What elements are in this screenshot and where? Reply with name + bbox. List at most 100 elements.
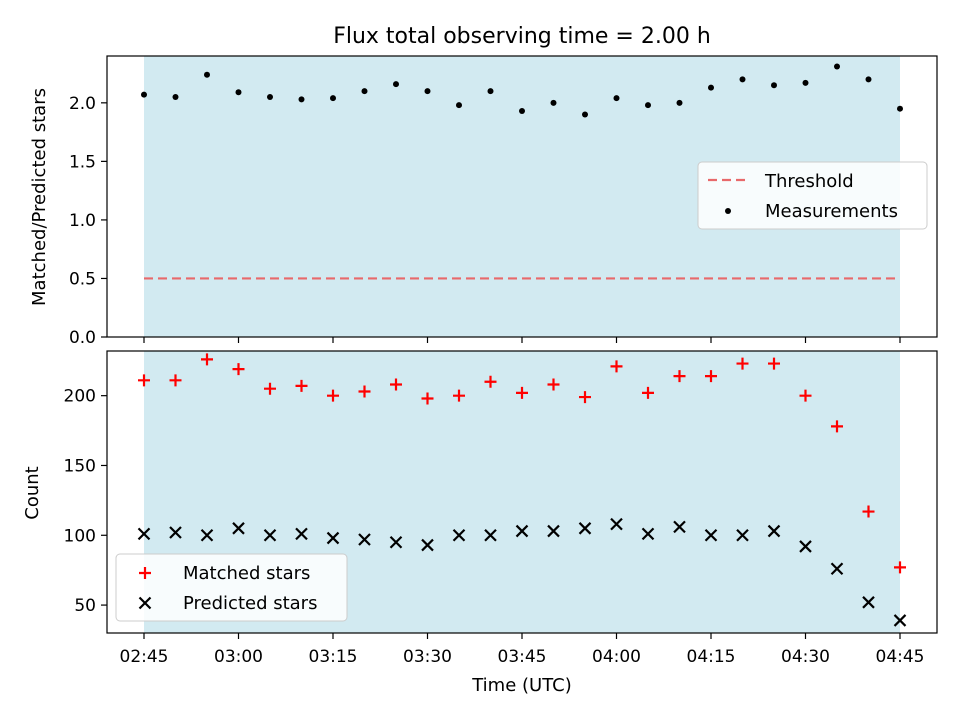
bottom-y-axis: 50 100 150 200 bbox=[64, 387, 107, 616]
bottom-y-tick-label: 100 bbox=[64, 526, 96, 546]
matched-star-point bbox=[232, 363, 245, 376]
x-tick-label: 03:30 bbox=[403, 647, 452, 667]
predicted-star-point bbox=[641, 527, 655, 541]
measurement-point bbox=[519, 108, 525, 115]
top-y-tick-label: 1.5 bbox=[69, 152, 96, 172]
matched-star-point bbox=[453, 389, 465, 402]
matched-star-point bbox=[579, 391, 591, 404]
matched-star-point bbox=[610, 360, 623, 373]
legend-predicted-label: Predicted stars bbox=[183, 593, 317, 614]
matched-star-point bbox=[358, 385, 371, 398]
x-tick-label: 03:45 bbox=[498, 647, 547, 667]
measurement-point bbox=[487, 88, 494, 95]
bottom-y-tick-label: 50 bbox=[74, 596, 96, 616]
measurement-point bbox=[771, 82, 777, 89]
matched-star-point bbox=[264, 382, 276, 395]
predicted-star-point bbox=[799, 540, 812, 553]
top-y-tick-label: 0.0 bbox=[69, 328, 96, 348]
matched-star-point bbox=[799, 389, 812, 402]
predicted-star-point bbox=[893, 614, 907, 627]
top-y-tick-label: 2.0 bbox=[69, 94, 96, 114]
legend-measurements-label: Measurements bbox=[765, 201, 898, 222]
bottom-y-tick-label: 200 bbox=[64, 387, 96, 407]
predicted-star-point bbox=[452, 528, 466, 542]
bottom-y-axis-label: Count bbox=[22, 466, 43, 519]
legend-predicted-marker bbox=[138, 596, 152, 610]
predicted-star-point bbox=[263, 528, 277, 542]
legend-matched-label: Matched stars bbox=[183, 563, 310, 584]
legend-matched-swatch bbox=[139, 567, 151, 579]
predicted-star-point bbox=[547, 524, 560, 538]
predicted-star-point bbox=[736, 528, 749, 542]
matched-star-point bbox=[138, 374, 150, 387]
predicted-star-point bbox=[389, 535, 403, 549]
x-tick-label: 04:15 bbox=[687, 647, 736, 667]
measurement-point bbox=[865, 76, 872, 83]
measurement-point bbox=[613, 95, 620, 102]
measurement-point bbox=[204, 71, 210, 78]
measurement-point bbox=[802, 79, 809, 86]
x-tick-label: 02:45 bbox=[120, 647, 169, 667]
top-y-axis-label: Matched/Predicted stars bbox=[29, 88, 50, 306]
measurement-point bbox=[393, 81, 399, 88]
matched-star-point bbox=[295, 379, 308, 392]
measurement-point bbox=[456, 102, 462, 109]
predicted-star-point bbox=[704, 528, 718, 542]
bottom-legend: Matched stars Predicted stars bbox=[115, 553, 348, 622]
predicted-star-point bbox=[515, 524, 529, 538]
x-tick-label: 03:15 bbox=[309, 647, 358, 667]
predicted-star-point bbox=[358, 533, 371, 546]
measurement-point bbox=[708, 84, 714, 91]
top-y-axis: 0.0 0.5 1.0 1.5 2.0 bbox=[69, 94, 107, 348]
predicted-star-point bbox=[673, 520, 686, 534]
matched-star-point bbox=[169, 374, 182, 387]
measurement-point bbox=[267, 93, 273, 100]
top-y-tick-label: 1.0 bbox=[69, 211, 96, 231]
measurement-point bbox=[897, 105, 903, 112]
matched-star-point bbox=[201, 353, 213, 366]
predicted-star-point bbox=[232, 522, 245, 535]
top-y-tick-label: 0.5 bbox=[69, 269, 96, 289]
predicted-star-point bbox=[326, 531, 340, 545]
measurement-point bbox=[298, 96, 305, 103]
matched-star-point bbox=[421, 392, 434, 405]
measurement-point bbox=[235, 89, 242, 96]
predicted-star-point bbox=[610, 517, 623, 531]
predicted-star-point bbox=[830, 562, 844, 576]
x-tick-label: 03:00 bbox=[214, 647, 263, 667]
measurement-point bbox=[172, 93, 179, 100]
top-legend-box bbox=[697, 161, 928, 230]
measurement-point bbox=[582, 111, 588, 118]
matched-star-point bbox=[862, 505, 875, 518]
matched-star-point bbox=[516, 386, 528, 399]
bottom-panel: 50 100 150 200 02:45 03:00 03:15 03:30 03:45 04:… bbox=[22, 350, 938, 696]
matched-star-point bbox=[673, 370, 686, 383]
matched-star-point bbox=[894, 561, 906, 574]
predicted-star-point bbox=[484, 528, 497, 542]
predicted-star-point bbox=[862, 596, 875, 609]
x-tick-label: 04:45 bbox=[876, 647, 925, 667]
star-count-points bbox=[137, 353, 907, 627]
matched-star-point bbox=[642, 386, 654, 399]
matched-star-point bbox=[547, 378, 560, 391]
x-tick-label: 04:00 bbox=[592, 647, 641, 667]
measurement-point bbox=[676, 99, 683, 106]
predicted-star-point bbox=[295, 527, 308, 541]
predicted-star-point bbox=[767, 524, 781, 538]
matched-star-point bbox=[484, 375, 497, 388]
chart-title: Flux total observing time = 2.00 h bbox=[333, 24, 711, 49]
matched-star-point bbox=[736, 357, 749, 370]
measurement-point bbox=[645, 102, 651, 109]
measurement-point bbox=[330, 95, 336, 102]
measurement-point bbox=[361, 88, 368, 95]
matched-star-point bbox=[768, 357, 780, 370]
legend-matched-marker bbox=[139, 567, 151, 579]
top-panel: 0.00.51.01.52.0 Matched/Predicted stars … bbox=[29, 55, 938, 348]
measurement-point bbox=[141, 91, 147, 98]
matched-star-point bbox=[327, 389, 339, 402]
measurement-point bbox=[550, 99, 557, 106]
matched-star-point bbox=[390, 378, 402, 391]
bottom-legend-box bbox=[115, 553, 348, 622]
matched-star-point bbox=[705, 370, 717, 383]
